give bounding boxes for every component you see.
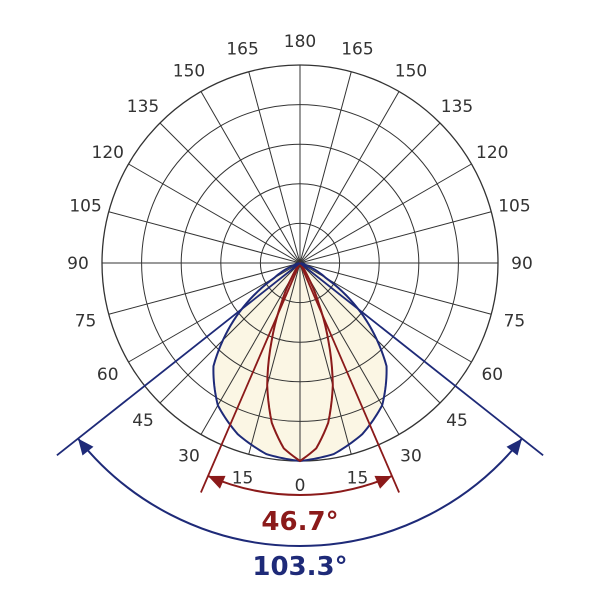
- angle-tick-label: 165: [226, 40, 258, 60]
- angle-tick-label: 165: [341, 40, 373, 60]
- grid-spoke: [108, 262, 301, 315]
- grid-spoke: [159, 122, 301, 264]
- grid-spoke: [248, 71, 301, 264]
- angle-tick-label: 150: [173, 62, 205, 82]
- grid-spoke: [299, 262, 352, 455]
- angle-tick-label: 60: [97, 365, 119, 385]
- angle-tick-label: 0: [295, 476, 306, 496]
- wide-beam-ray: [299, 262, 544, 457]
- intensity-curves: [212, 261, 388, 463]
- grid-spoke: [299, 262, 492, 315]
- wide-beam-ray: [56, 262, 301, 457]
- grid-spoke: [299, 91, 400, 264]
- narrow-beam-ray: [200, 262, 301, 493]
- angle-tick-label: 75: [504, 311, 526, 331]
- wide-beam-angle-label: 103.3°: [252, 552, 347, 582]
- angle-tick-label: 30: [400, 446, 422, 466]
- angle-tick-label: 135: [441, 97, 473, 117]
- angle-tick-label: 120: [92, 143, 124, 163]
- grid-spoke: [299, 122, 441, 264]
- narrow-beam-arrowhead-right: [374, 475, 392, 489]
- grid-spoke: [200, 91, 301, 264]
- angle-tick-label: 45: [446, 411, 468, 431]
- angle-tick-label: 120: [476, 143, 508, 163]
- grid-spoke: [299, 211, 492, 264]
- angle-tick-label: 30: [178, 446, 200, 466]
- angle-tick-label: 15: [232, 468, 254, 488]
- angle-tick-label: 135: [127, 97, 159, 117]
- grid-spoke: [248, 262, 301, 455]
- wide-beam-arrowhead-left: [78, 438, 94, 456]
- angle-tick-label: 45: [132, 411, 154, 431]
- wide-beam-arrowhead-right: [506, 438, 522, 456]
- angle-tick-label: 180: [284, 32, 316, 52]
- angle-tick-label: 75: [75, 311, 97, 331]
- narrow-beam-angle-label: 46.7°: [261, 507, 338, 537]
- angle-tick-label: 60: [481, 365, 503, 385]
- angle-tick-label: 105: [69, 197, 101, 217]
- grid-spoke: [128, 163, 301, 264]
- angle-tick-label: 90: [511, 254, 533, 274]
- angle-tick-label: 105: [498, 197, 530, 217]
- narrow-beam-ray: [299, 262, 400, 493]
- angle-tick-label: 15: [347, 468, 369, 488]
- grid-spoke: [299, 71, 352, 264]
- angle-tick-label: 90: [67, 254, 89, 274]
- angle-tick-label: 150: [395, 62, 427, 82]
- narrow-beam-arrowhead-left: [208, 475, 226, 489]
- grid-spoke: [108, 211, 301, 264]
- grid-spoke: [159, 262, 301, 404]
- wide-beam-arc: [77, 437, 523, 547]
- beam-angle-indicators: [56, 262, 544, 547]
- grid-spoke: [299, 163, 472, 264]
- narrow-beam-arc: [207, 475, 393, 496]
- narrow-beam-curve: [266, 261, 334, 463]
- grid-spoke: [299, 262, 441, 404]
